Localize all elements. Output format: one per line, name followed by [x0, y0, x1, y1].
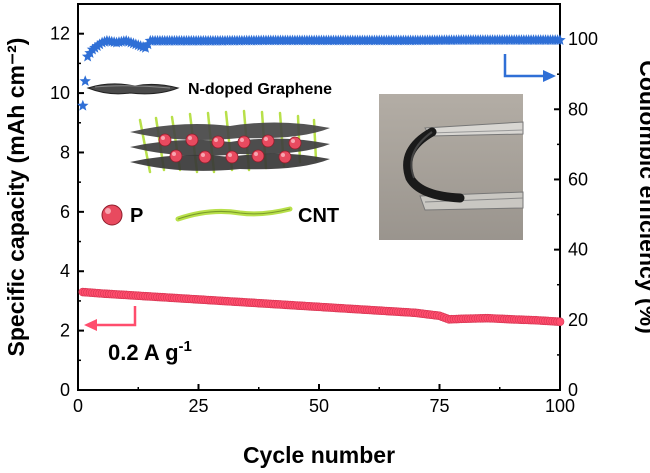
graphene-label: N-doped Graphene [188, 81, 332, 98]
efficiency-arrow-head [543, 70, 556, 82]
capacity-arrow-head [84, 319, 97, 331]
y-left-tick-label: 2 [60, 321, 70, 341]
x-tick-label: 50 [309, 396, 329, 416]
current-density-label: 0.2 A g-1 [108, 338, 192, 365]
y-right-tick-label: 100 [568, 29, 598, 49]
cnt-label: CNT [298, 205, 339, 227]
graphene-sheet-highlight [94, 85, 171, 89]
efficiency-point [79, 75, 91, 87]
y-right-tick-label: 40 [568, 240, 588, 260]
x-tick-label: 75 [429, 396, 449, 416]
y-right-tick-label: 80 [568, 99, 588, 119]
y-left-tick-label: 6 [60, 202, 70, 222]
y-right-tick-label: 20 [568, 310, 588, 330]
composite-structure-icon [130, 109, 330, 174]
capacity-point [555, 317, 565, 327]
x-tick-label: 0 [73, 396, 83, 416]
y-axis-left-title: Specific capacity (mAh cm⁻²) [3, 38, 29, 357]
capacity-series [78, 287, 565, 327]
y-axis-left: 0 2 4 6 8 10 12 [50, 24, 84, 400]
current-density-exponent: -1 [179, 338, 192, 355]
efficiency-point [77, 99, 89, 111]
current-density-value: 0.2 A g [108, 340, 179, 365]
y-axis-right: 0 20 40 60 80 100 [554, 29, 598, 400]
flexible-electrode-photo [379, 94, 524, 240]
y-axis-right-title: Coulombic efficiency (%) [635, 60, 650, 333]
cnt-icon-outline [177, 208, 291, 220]
phosphorus-sphere-shine [105, 208, 111, 214]
x-tick-label: 100 [545, 396, 575, 416]
x-axis: 0 25 50 75 100 [73, 384, 575, 416]
efficiency-axis-arrow [503, 54, 545, 78]
efficiency-point [554, 34, 566, 45]
y-left-tick-label: 4 [60, 261, 70, 281]
capacity-axis-arrow [95, 306, 137, 327]
y-left-tick-label: 12 [50, 24, 70, 44]
x-axis-title: Cycle number [243, 442, 395, 468]
y-left-tick-label: 10 [50, 83, 70, 103]
phosphorus-label: P [130, 205, 143, 227]
y-right-tick-label: 60 [568, 169, 588, 189]
y-right-tick-label: 0 [568, 380, 578, 400]
x-tick-label: 25 [188, 396, 208, 416]
phosphorus-sphere-icon [101, 204, 123, 226]
y-left-tick-label: 0 [60, 380, 70, 400]
y-left-tick-label: 8 [60, 142, 70, 162]
efficiency-series [77, 34, 566, 111]
